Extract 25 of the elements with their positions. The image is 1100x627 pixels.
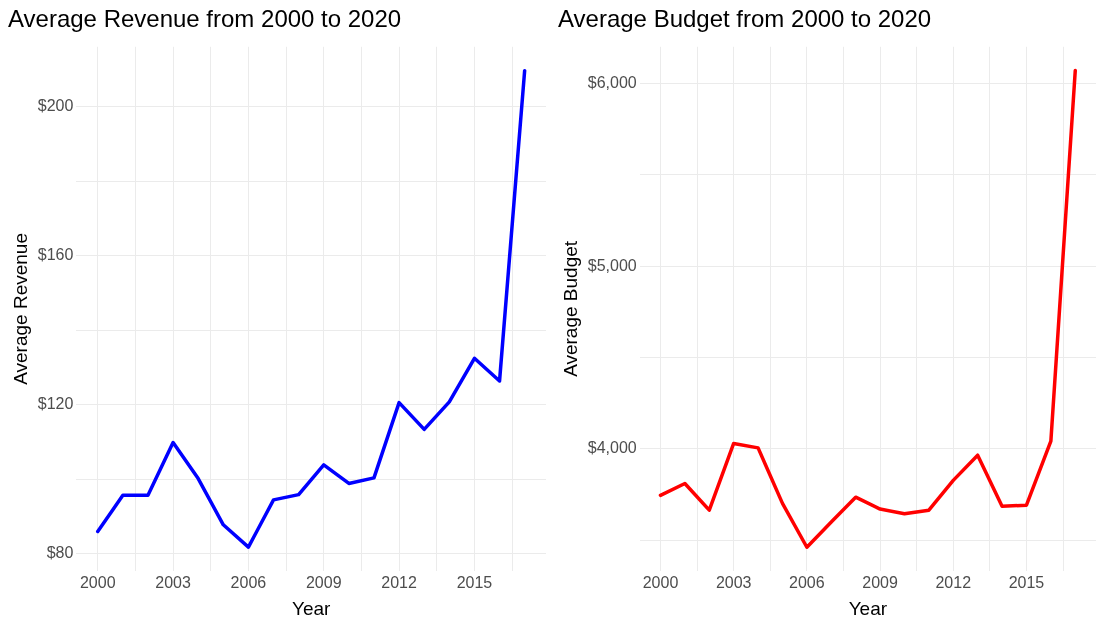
x-tick-label: 2003	[155, 574, 191, 592]
x-tick-label: 2000	[79, 574, 116, 592]
x-tick-label: 2012	[935, 574, 972, 592]
x-tick-label: 2006	[789, 574, 825, 592]
x-tick-label: 2015	[456, 574, 493, 592]
x-tick-label: 2009	[862, 574, 898, 592]
x-tick-label: 2009	[305, 574, 342, 592]
x-tick-label: 2006	[230, 574, 267, 592]
x-axis-title: Year	[848, 597, 888, 619]
y-axis-title: Average Revenue	[9, 233, 31, 385]
y-tick-label: $200	[37, 97, 74, 115]
x-tick-label: 2012	[381, 574, 417, 592]
x-tick-label: 2003	[715, 574, 752, 592]
x-tick-label: 2000	[642, 574, 679, 592]
chart-title: Average Revenue from 2000 to 2020	[8, 5, 402, 33]
y-tick-label: $160	[37, 246, 74, 264]
y-tick-label: $5,000	[587, 256, 637, 274]
y-tick-label: $80	[46, 544, 74, 562]
y-tick-label: $4,000	[587, 439, 637, 457]
chart-title: Average Budget from 2000 to 2020	[558, 5, 932, 33]
x-tick-label: 2015	[1008, 574, 1045, 592]
y-tick-label: $6,000	[587, 73, 637, 91]
x-axis-title: Year	[292, 597, 332, 619]
y-tick-label: $120	[37, 395, 74, 413]
y-axis-title: Average Budget	[559, 240, 581, 377]
